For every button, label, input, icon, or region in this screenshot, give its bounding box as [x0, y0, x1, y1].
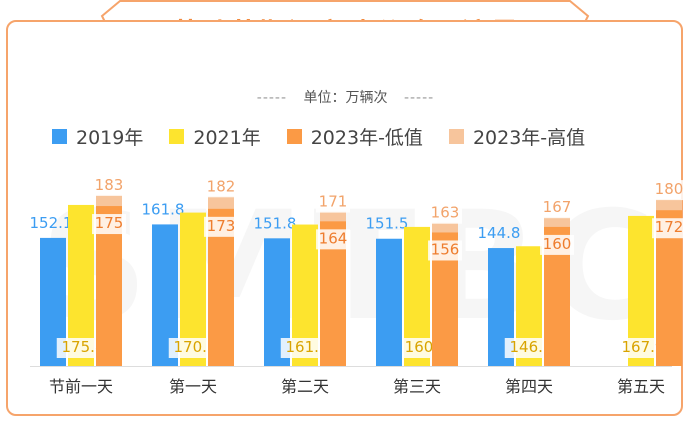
label-2023-low-0: 175 — [95, 214, 124, 232]
label-2023-high-5-bg — [652, 180, 686, 201]
label-2023-high-1-bg — [204, 177, 238, 198]
category-label-2: 第二天 — [281, 377, 329, 396]
legend-label-2021: 2021年 — [193, 126, 261, 149]
legend-label-2023-high: 2023年-高值 — [472, 126, 586, 149]
label-2021-0: 175.8 — [62, 338, 105, 356]
unit-dash-right: ----- — [403, 90, 435, 106]
label-2021-4: 146.1 — [510, 338, 553, 356]
label-2023-high-4: 167 — [543, 198, 572, 216]
legend-swatch-2023-high — [448, 128, 464, 144]
label-2021-5: 167.9 — [622, 338, 665, 356]
legend-swatch-2019 — [52, 128, 67, 144]
label-2021-2: 161.7 — [286, 338, 329, 356]
unit-label: 单位：万辆次 — [303, 90, 388, 106]
category-label-4: 第四天 — [505, 377, 553, 396]
label-2021-3: 160 — [405, 338, 434, 356]
legend: 2019年 2021年 2023年-低值 2023年-高值 — [52, 123, 585, 149]
label-2023-high-0-bg — [92, 175, 126, 196]
label-2023-low-1-bg — [204, 216, 238, 237]
label-2023-low-4-bg — [540, 234, 574, 255]
label-2019-1: 161.8 — [142, 200, 185, 218]
label-2021-1: 170.3 — [174, 338, 217, 356]
category-label-1: 第一天 — [169, 377, 217, 396]
label-2023-low-5-bg — [652, 218, 686, 239]
label-2023-high-3: 163 — [431, 204, 460, 222]
label-2023-high-2: 171 — [319, 193, 348, 211]
label-2023-low-1: 173 — [207, 217, 236, 235]
label-2019-4: 144.8 — [478, 224, 521, 242]
unit-label-row: ----- 单位：万辆次 ----- — [0, 87, 691, 107]
label-2023-high-5: 180 — [655, 180, 684, 198]
label-2019-2: 151.8 — [254, 214, 297, 232]
legend-item-2023-low: 2023年-低值 — [286, 123, 423, 150]
label-2023-low-0-bg — [92, 214, 126, 235]
label-2021-3-bg — [402, 338, 436, 358]
label-2023-low-2: 164 — [319, 229, 348, 247]
label-2023-low-4: 160 — [543, 235, 572, 253]
category-label-5: 第五天 — [617, 377, 665, 396]
label-2023-low-3: 156 — [431, 240, 460, 258]
label-2019-0: 152.1 — [30, 214, 73, 232]
legend-item-2023-high: 2023年-高值 — [448, 123, 586, 150]
label-2023-high-3-bg — [428, 203, 462, 224]
category-label-0: 节前一天 — [49, 377, 113, 396]
category-label-3: 第三天 — [393, 377, 441, 396]
label-2023-low-5: 172 — [655, 218, 684, 236]
legend-swatch-2023-low — [286, 128, 302, 144]
unit-dash-left: ----- — [256, 90, 288, 106]
bar-chart: 152.1 175.8 183 175 节前一天 161.8 170.3 182 173 第一天 1… — [30, 175, 686, 396]
legend-item-2021: 2021年 — [169, 123, 261, 150]
label-2023-low-2-bg — [316, 229, 350, 250]
label-2023-low-3-bg — [428, 240, 462, 261]
bar-2019-3 — [376, 238, 402, 366]
label-2023-high-0: 183 — [95, 176, 124, 194]
legend-item-2019: 2019年 — [52, 123, 143, 150]
legend-label-2019: 2019年 — [76, 126, 144, 149]
label-2023-high-2-bg — [316, 192, 350, 213]
label-2019-3: 151.5 — [366, 215, 409, 233]
legend-swatch-2021 — [169, 128, 185, 144]
label-2023-high-4-bg — [540, 198, 574, 219]
label-2023-high-1: 182 — [207, 177, 236, 195]
legend-label-2023-low: 2023年-低值 — [310, 126, 423, 149]
